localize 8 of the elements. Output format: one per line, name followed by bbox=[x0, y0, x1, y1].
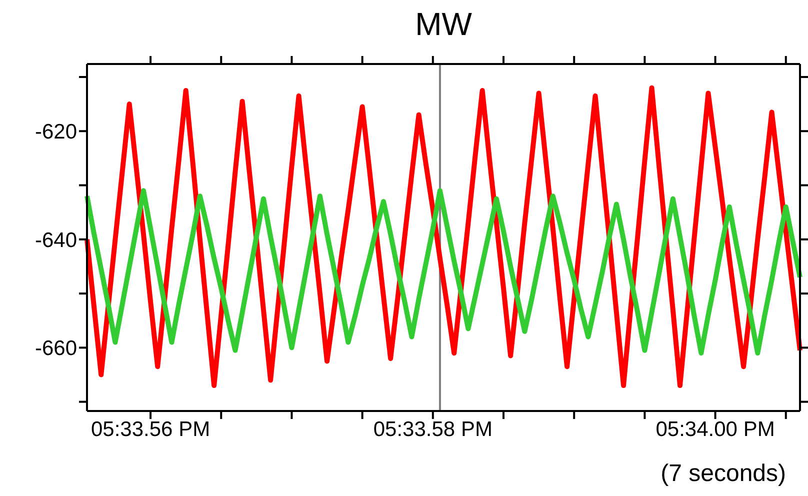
text: (7 seconds) bbox=[660, 460, 786, 488]
x-tick-label: 05:33.58 PM bbox=[373, 418, 492, 441]
x-tick-label: 05:33.56 PM bbox=[90, 418, 210, 441]
y-tick-label: -640 bbox=[34, 228, 77, 252]
y-tick-label: -660 bbox=[34, 337, 77, 360]
y-tick-label: -620 bbox=[34, 120, 77, 144]
chart-title: MW bbox=[414, 6, 473, 43]
x-tick-label: 05:34.00 PM bbox=[656, 418, 775, 441]
